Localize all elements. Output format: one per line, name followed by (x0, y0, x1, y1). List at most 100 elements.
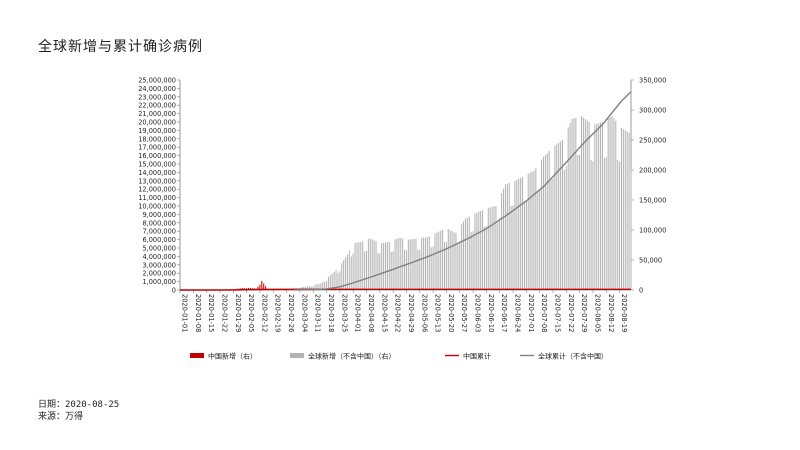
bar-global-new (430, 247, 432, 290)
bar-global-new (512, 205, 514, 290)
bar-global-new (499, 217, 501, 290)
bar-global-new (525, 200, 527, 290)
x-axis-tick-label: 2020-04-15 (380, 294, 388, 332)
bar-global-new (531, 171, 533, 290)
bar-global-new (529, 172, 531, 290)
bar-global-new (354, 242, 356, 290)
right-axis-tick-label: 150,000 (639, 197, 666, 205)
x-axis-tick-label: 2020-02-05 (247, 294, 255, 332)
bar-global-new (459, 241, 461, 290)
x-axis-tick-label: 2020-07-15 (553, 294, 561, 332)
bar-global-new (493, 206, 495, 290)
bar-global-new (417, 249, 419, 290)
legend-label: 全球累计（不含中国） (538, 352, 608, 361)
bar-global-new (423, 237, 425, 290)
bar-global-new (622, 129, 624, 290)
bar-global-new (626, 131, 628, 290)
bar-global-new (628, 132, 630, 290)
bar-global-new (501, 193, 503, 290)
bar-global-new (402, 238, 404, 290)
bar-global-new (533, 170, 535, 290)
bar-china-new (263, 283, 265, 290)
bar-global-new (442, 229, 444, 290)
bar-global-new (478, 211, 480, 290)
bar-global-new (516, 179, 518, 290)
x-axis-tick-label: 2020-03-25 (340, 294, 348, 332)
bar-global-new (482, 210, 484, 290)
bar-global-new (624, 130, 626, 290)
right-axis-tick-label: 300,000 (639, 107, 666, 115)
bar-global-new (617, 159, 619, 290)
bar-global-new (386, 242, 388, 290)
bar-global-new (445, 241, 447, 290)
bar-global-new (398, 237, 400, 290)
bar-global-new (455, 233, 457, 290)
bar-global-new (609, 117, 611, 290)
bar-global-new (563, 169, 565, 290)
bar-global-new (434, 233, 436, 290)
bar-global-new (438, 231, 440, 290)
x-axis-tick-label: 2020-01-29 (234, 294, 242, 332)
bar-global-new (558, 142, 560, 290)
left-axis-tick-label: 9,000,000 (142, 211, 176, 219)
bar-global-new (345, 257, 347, 290)
left-axis-tick-label: 10,000,000 (138, 203, 176, 211)
x-axis-tick-label: 2020-04-22 (394, 294, 402, 332)
bar-global-new (396, 238, 398, 290)
bar-global-new (474, 213, 476, 290)
bar-global-new (573, 118, 575, 291)
bar-global-new (611, 116, 613, 290)
bar-global-new (580, 116, 583, 290)
x-axis-tick-label: 2020-03-04 (300, 294, 308, 332)
bar-global-new (613, 118, 615, 291)
bar-global-new (413, 238, 415, 290)
x-axis-tick-label: 2020-05-13 (434, 294, 442, 332)
bar-global-new (301, 287, 303, 290)
bar-china-new (261, 280, 263, 290)
x-axis-tick-label: 2020-05-20 (447, 294, 455, 332)
left-axis-tick-label: 21,000,000 (138, 110, 176, 118)
bar-global-new (371, 239, 373, 290)
bar-global-new (428, 236, 430, 290)
legend-label: 中国新增（右） (208, 352, 257, 361)
legend-label: 全球新增（不含中国）（右） (308, 352, 396, 361)
right-axis-tick-label: 100,000 (639, 227, 666, 235)
date-note: 日期：2020-08-25 (38, 400, 120, 410)
bar-global-new (341, 263, 343, 290)
bar-global-new (506, 183, 508, 290)
left-axis-tick-label: 2,000,000 (142, 270, 176, 278)
bar-global-new (383, 242, 385, 290)
bar-global-new (569, 123, 571, 290)
left-axis-tick-label: 20,000,000 (138, 119, 176, 127)
bar-global-new (560, 141, 562, 290)
bar-global-new (384, 242, 387, 290)
bar-global-new (451, 231, 453, 290)
left-axis-tick-label: 16,000,000 (138, 152, 176, 160)
bar-global-new (468, 216, 470, 290)
left-axis-tick-label: 6,000,000 (142, 236, 176, 244)
bar-global-new (424, 237, 427, 290)
bar-global-new (329, 275, 331, 290)
right-axis-tick-label: 200,000 (639, 167, 666, 175)
bar-global-new (335, 270, 337, 290)
left-axis-tick-label: 4,000,000 (142, 253, 176, 261)
left-axis-tick-label: 0 (172, 287, 176, 295)
bar-global-new (508, 182, 510, 290)
bar-global-new (373, 240, 375, 290)
x-axis-tick-label: 2020-07-29 (580, 294, 588, 332)
left-axis-tick-label: 14,000,000 (138, 169, 176, 177)
bar-global-new (312, 286, 314, 290)
bar-global-new (588, 122, 590, 290)
bar-global-new (561, 140, 564, 290)
left-axis-tick-label: 25,000,000 (138, 77, 176, 85)
left-axis-tick-label: 11,000,000 (138, 194, 176, 202)
x-axis-tick-label: 2020-02-19 (274, 294, 282, 332)
bar-global-new (556, 144, 558, 290)
bar-global-new (518, 178, 520, 290)
bar-global-new (630, 168, 632, 290)
bar-global-new (548, 151, 550, 290)
bar-global-new (470, 231, 472, 290)
right-axis-tick-label: 50,000 (639, 257, 662, 265)
bar-global-new (464, 218, 466, 290)
